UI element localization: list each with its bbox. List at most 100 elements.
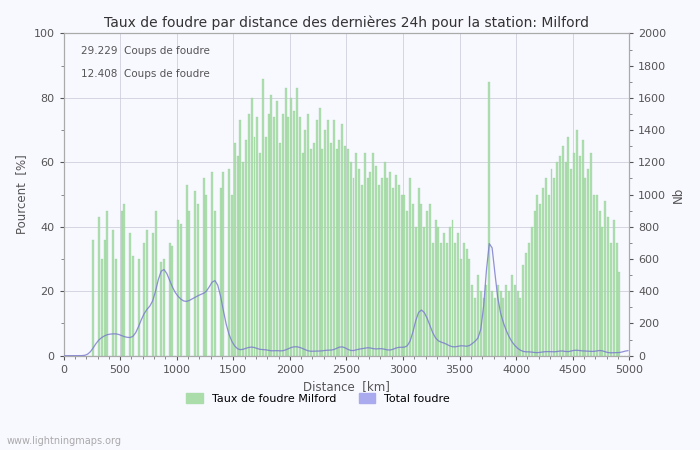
Bar [582, 140, 584, 356]
Bar [273, 117, 275, 356]
Bar [590, 153, 592, 356]
Bar [267, 114, 270, 356]
Y-axis label: Nb: Nb [672, 186, 685, 202]
Bar [491, 291, 493, 356]
Bar [361, 185, 363, 356]
Bar [392, 188, 394, 356]
Bar [414, 227, 416, 356]
Total foudre [624, 348, 632, 353]
Bar [519, 298, 522, 356]
Bar [92, 240, 95, 356]
Bar [344, 146, 346, 356]
Bar [409, 179, 411, 356]
Bar [123, 204, 125, 356]
Bar [398, 185, 400, 356]
Bar [612, 220, 615, 356]
Bar [489, 82, 490, 356]
Bar [234, 143, 236, 356]
Total foudre [83, 351, 92, 357]
Bar [542, 188, 544, 356]
Bar [500, 291, 502, 356]
Bar [449, 227, 451, 356]
Bar [214, 211, 216, 356]
Bar [412, 204, 414, 356]
Bar [570, 169, 573, 356]
Bar [584, 179, 587, 356]
Total foudre [94, 337, 103, 342]
Bar [270, 94, 272, 356]
Bar [593, 194, 595, 356]
Bar [463, 243, 465, 356]
Bar [282, 114, 284, 356]
Bar [568, 136, 570, 356]
Bar [579, 156, 581, 356]
Bar [536, 194, 538, 356]
Bar [160, 262, 162, 356]
Bar [562, 146, 564, 356]
Bar [205, 194, 207, 356]
Bar [347, 149, 349, 356]
Bar [231, 194, 233, 356]
Bar [443, 233, 445, 356]
Total foudre [61, 353, 69, 358]
Bar [598, 211, 601, 356]
Bar [477, 275, 479, 356]
Bar [454, 243, 456, 356]
Bar [596, 194, 598, 356]
Bar [293, 111, 295, 356]
Bar [494, 298, 496, 356]
Bar [194, 191, 196, 356]
Bar [299, 117, 301, 356]
Bar [545, 179, 547, 356]
Bar [468, 259, 470, 356]
Bar [550, 169, 552, 356]
Bar [296, 88, 298, 356]
Bar [372, 153, 375, 356]
Bar [576, 130, 578, 356]
Bar [341, 124, 343, 356]
Bar [356, 153, 357, 356]
Bar [290, 98, 293, 356]
Bar [424, 227, 425, 356]
Bar [220, 188, 222, 356]
Bar [350, 162, 351, 356]
Bar [553, 179, 555, 356]
Bar [395, 175, 397, 356]
Bar [601, 227, 603, 356]
Bar [302, 153, 304, 356]
Bar [446, 243, 448, 356]
Bar [370, 172, 372, 356]
Bar [432, 243, 434, 356]
Total foudre [578, 348, 587, 354]
Total foudre [485, 241, 494, 246]
Bar [144, 243, 145, 356]
Bar [307, 114, 309, 356]
Bar [146, 230, 148, 356]
Bar [169, 243, 171, 356]
Bar [474, 298, 476, 356]
Bar [482, 298, 484, 356]
Bar [386, 179, 389, 356]
Bar [316, 121, 318, 356]
Bar [604, 201, 606, 356]
Bar [528, 243, 530, 356]
Bar [318, 108, 321, 356]
Bar [426, 211, 428, 356]
Bar [400, 194, 402, 356]
Bar [525, 252, 527, 356]
Bar [276, 101, 278, 356]
Bar [288, 117, 289, 356]
Bar [259, 153, 261, 356]
Bar [375, 166, 377, 356]
Bar [452, 220, 454, 356]
Text: 29.229  Coups de foudre: 29.229 Coups de foudre [80, 46, 209, 56]
Y-axis label: Pourcent  [%]: Pourcent [%] [15, 155, 28, 234]
Bar [202, 179, 204, 356]
Bar [188, 211, 190, 356]
Bar [256, 117, 258, 356]
Bar [497, 285, 499, 356]
Bar [239, 121, 241, 356]
Bar [132, 256, 134, 356]
Bar [304, 130, 307, 356]
Bar [310, 149, 312, 356]
